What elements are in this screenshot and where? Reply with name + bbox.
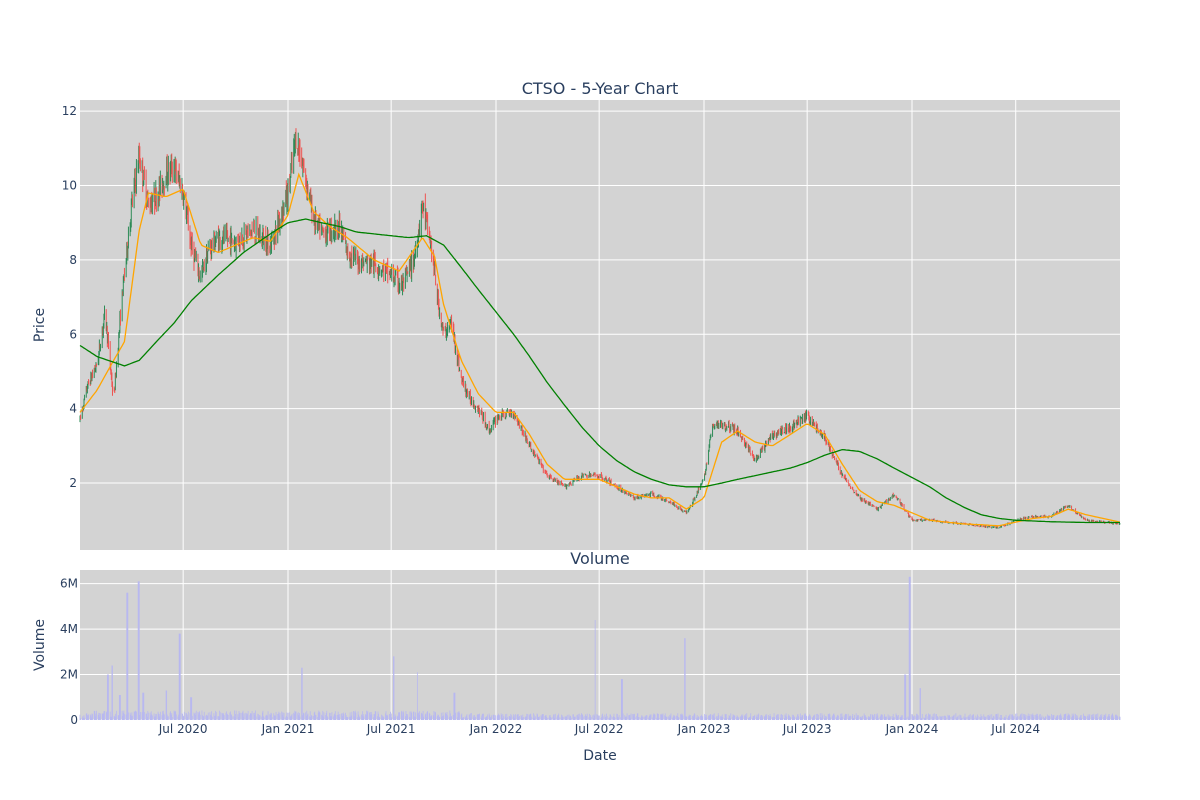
price-y-tick-label: 2 <box>69 476 77 490</box>
x-tick-label: Jul 2021 <box>366 722 416 736</box>
volume-horizontal-gridlines <box>80 583 1120 721</box>
volume-plot-area <box>80 570 1120 720</box>
date-x-tick-labels: Jul 2020 Jan 2021 Jul 2021 Jan 2022 Jul 2022… <box>158 722 1040 736</box>
volume-y-tick-label: 6M <box>60 577 78 591</box>
x-tick-label: Jan 2023 <box>677 722 731 736</box>
price-chart-title: CTSO - 5-Year Chart <box>522 79 679 98</box>
price-y-axis-title: Price <box>32 308 48 342</box>
volume-y-tick-label: 2M <box>60 668 78 682</box>
price-plot-area <box>80 100 1120 550</box>
volume-y-tick-label: 0 <box>70 713 78 727</box>
x-axis-title: Date <box>583 748 616 764</box>
x-tick-label: Jan 2022 <box>469 722 523 736</box>
x-tick-label: Jan 2024 <box>885 722 939 736</box>
x-tick-label: Jul 2023 <box>782 722 832 736</box>
volume-y-tick-label: 4M <box>60 622 78 636</box>
price-y-tick-label: 10 <box>62 179 77 193</box>
price-y-tick-label: 4 <box>69 402 77 416</box>
price-y-tick-label: 12 <box>62 104 77 118</box>
price-y-tick-label: 6 <box>69 327 77 341</box>
x-tick-label: Jul 2022 <box>574 722 624 736</box>
price-y-tick-labels: 2 4 6 8 10 12 <box>62 104 77 490</box>
volume-chart-title: Volume <box>570 549 630 568</box>
volume-bars <box>79 576 1121 720</box>
x-tick-label: Jan 2021 <box>261 722 315 736</box>
x-tick-label: Jul 2024 <box>990 722 1040 736</box>
price-y-tick-label: 8 <box>69 253 77 267</box>
price-vertical-gridlines <box>182 100 1017 550</box>
volume-vertical-gridlines <box>182 570 1017 720</box>
volume-y-axis-title: Volume <box>32 619 48 671</box>
volume-y-tick-labels: 0 2M 4M 6M <box>60 577 78 727</box>
price-horizontal-gridlines <box>80 110 1120 484</box>
long-moving-average-line <box>79 218 1120 524</box>
x-tick-label: Jul 2020 <box>158 722 208 736</box>
short-moving-average-line <box>79 172 1121 527</box>
